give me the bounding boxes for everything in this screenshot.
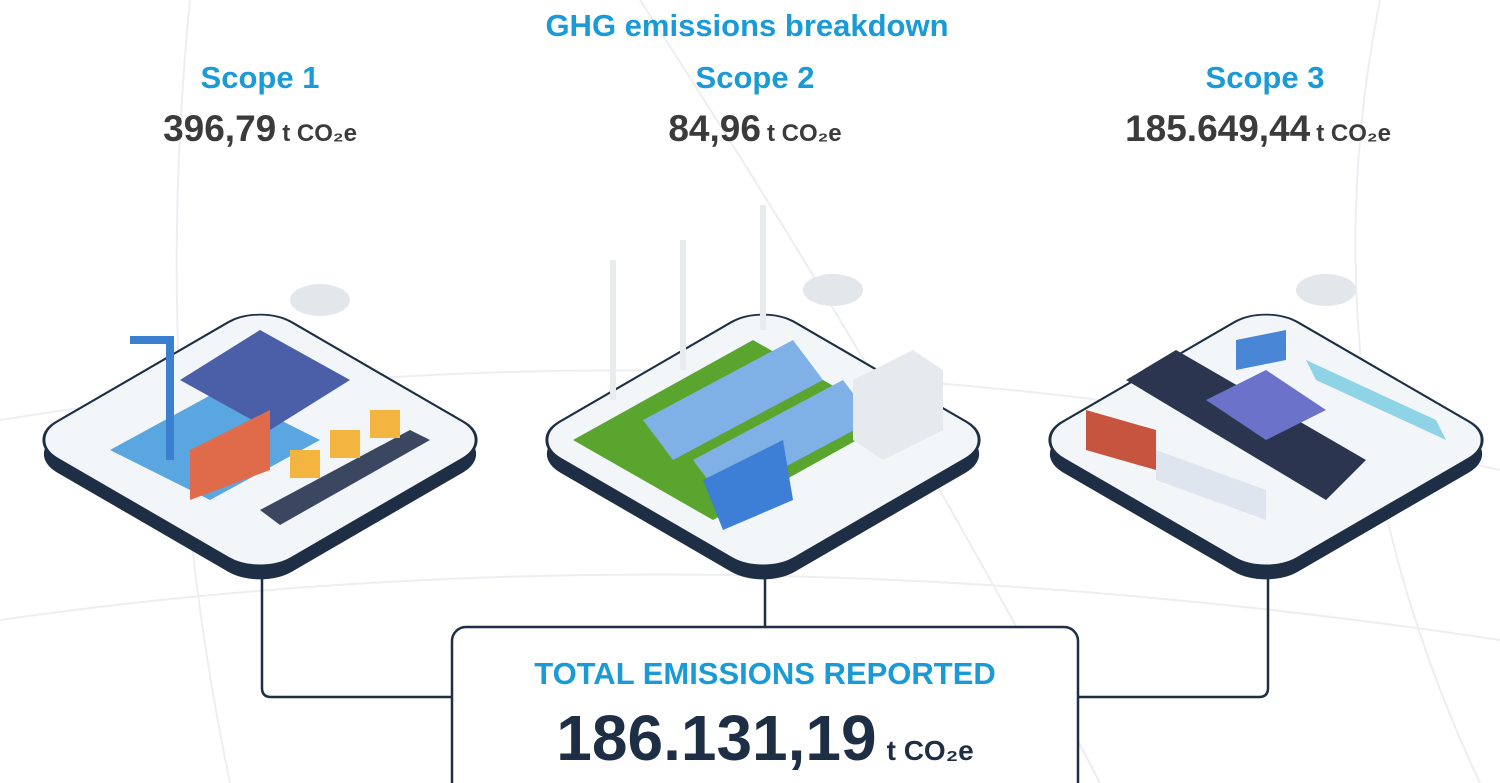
- unit: t CO₂e: [282, 120, 357, 147]
- box: [290, 450, 320, 478]
- unit: t CO₂e: [1316, 120, 1391, 147]
- cloud: [1296, 274, 1356, 306]
- infographic: GHG emissions breakdown Scope 1 396,79t …: [0, 0, 1500, 783]
- unit: t CO₂e: [887, 735, 974, 766]
- platform-1: [25, 284, 495, 590]
- value: 84,96: [668, 108, 761, 149]
- scope-label: Scope 1: [201, 60, 320, 95]
- value: 396,79: [163, 108, 276, 149]
- unit: t CO₂e: [767, 120, 842, 147]
- value: 185.649,44: [1125, 108, 1311, 149]
- box: [370, 410, 400, 438]
- scope-label: Scope 3: [1206, 60, 1325, 95]
- page: GHG emissions breakdown Scope 1 396,79t …: [0, 0, 1500, 783]
- value: 186.131,19: [556, 702, 876, 774]
- title: GHG emissions breakdown: [545, 8, 948, 43]
- box: [330, 430, 360, 458]
- scope-label: Scope 2: [696, 60, 815, 95]
- cloud: [290, 284, 350, 316]
- total-label: TOTAL EMISSIONS REPORTED: [534, 656, 996, 691]
- connector: [1078, 570, 1268, 697]
- platform-3: [1031, 274, 1500, 590]
- cloud: [803, 274, 863, 306]
- platform-2: [528, 205, 998, 590]
